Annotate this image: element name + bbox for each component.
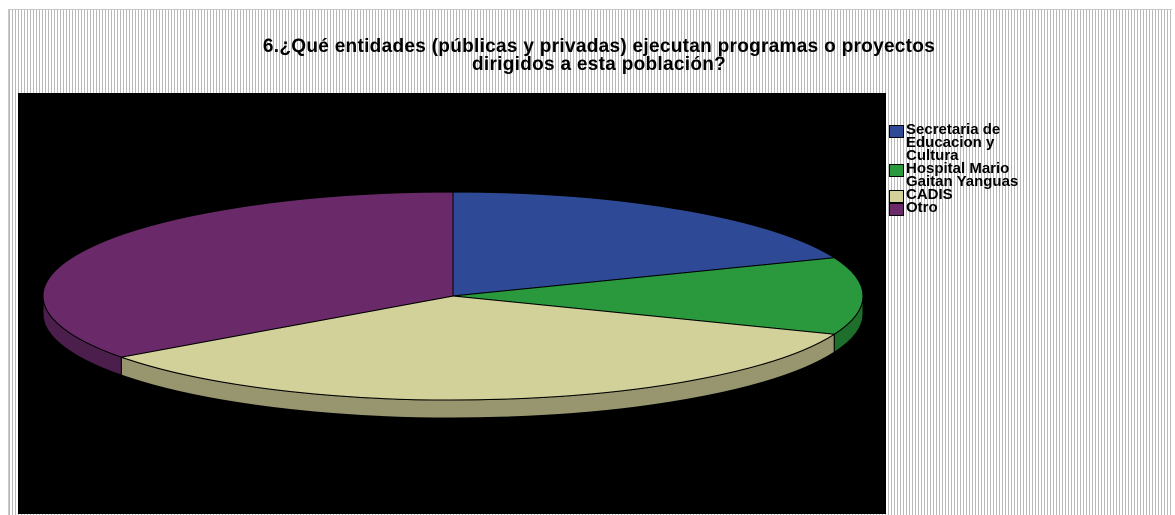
chart-title-line-1: 6.¿Qué entidades (públicas y privadas) e… <box>262 36 936 57</box>
legend-swatch-secretaria <box>889 125 904 138</box>
legend-swatch-otro <box>889 203 904 216</box>
pie-slice-0 <box>452 191 836 297</box>
legend-item-hospital: Hospital Mario Gaitan Yanguas <box>889 160 1175 190</box>
legend-item-cadis: CADIS <box>889 186 1175 203</box>
legend-label-hospital: Hospital Mario Gaitan Yanguas <box>906 160 1019 190</box>
legend-label-otro: Otro <box>906 199 938 216</box>
legend-label-cadis: CADIS <box>906 186 953 203</box>
legend: Secretaria de Educacion y Cultura Hospit… <box>889 121 1175 216</box>
plot-area <box>18 93 886 514</box>
pie-slice-1 <box>452 257 864 335</box>
chart-title: 6.¿Qué entidades (públicas y privadas) e… <box>39 36 1159 75</box>
legend-item-otro: Otro <box>889 199 1175 216</box>
pie-slice-2 <box>119 295 836 401</box>
pie-slice-3 <box>42 191 454 358</box>
legend-swatch-cadis <box>889 190 904 203</box>
legend-item-secretaria: Secretaria de Educacion y Cultura <box>889 121 1175 164</box>
legend-swatch-hospital <box>889 164 904 177</box>
legend-label-secretaria: Secretaria de Educacion y Cultura <box>906 121 1001 164</box>
chart-title-line-2: dirigidos a esta población? <box>471 54 727 75</box>
pie-chart <box>42 191 864 419</box>
